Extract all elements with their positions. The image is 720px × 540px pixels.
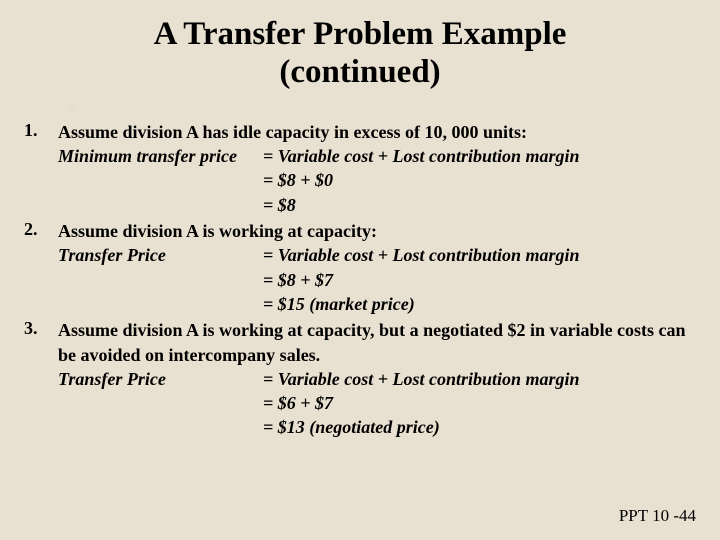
equation-label: Transfer Price — [58, 367, 263, 391]
title-line-1: A Transfer Problem Example — [154, 16, 567, 52]
equation-value: = $8 — [263, 193, 696, 217]
slide-title: A Transfer Problem Example (continued) — [24, 16, 696, 92]
list-item: 1. Assume division A has idle capacity i… — [24, 120, 696, 217]
equation-label — [58, 391, 263, 415]
equation-value: = Variable cost + Lost contribution marg… — [263, 144, 696, 168]
item-body: Assume division A is working at capacity… — [58, 318, 696, 439]
title-line-2: (continued) — [279, 54, 440, 90]
equation-value: = $6 + $7 — [263, 391, 696, 415]
equation-value: = Variable cost + Lost contribution marg… — [263, 367, 696, 391]
equation-line: = $8 + $0 — [58, 168, 696, 192]
equation-line: = $6 + $7 — [58, 391, 696, 415]
list-item: 2. Assume division A is working at capac… — [24, 219, 696, 316]
equation-label: Transfer Price — [58, 243, 263, 267]
equation-line: = $13 (negotiated price) — [58, 415, 696, 439]
item-number: 1. — [24, 120, 58, 217]
item-number: 2. — [24, 219, 58, 316]
item-body: Assume division A has idle capacity in e… — [58, 120, 696, 217]
item-number: 3. — [24, 318, 58, 439]
equation-label — [58, 292, 263, 316]
equation-value: = $8 + $0 — [263, 168, 696, 192]
equation-value: = $15 (market price) — [263, 292, 696, 316]
equation-label — [58, 168, 263, 192]
equation-label — [58, 268, 263, 292]
list-item: 3. Assume division A is working at capac… — [24, 318, 696, 439]
item-assumption: Assume division A is working at capacity… — [58, 318, 696, 367]
item-assumption: Assume division A is working at capacity… — [58, 219, 696, 243]
equation-label — [58, 193, 263, 217]
equation-line: Minimum transfer price = Variable cost +… — [58, 144, 696, 168]
equation-line: Transfer Price = Variable cost + Lost co… — [58, 243, 696, 267]
item-assumption: Assume division A has idle capacity in e… — [58, 120, 696, 144]
equation-label — [58, 415, 263, 439]
equation-line: = $15 (market price) — [58, 292, 696, 316]
equation-line: = $8 + $7 — [58, 268, 696, 292]
equation-value: = Variable cost + Lost contribution marg… — [263, 243, 696, 267]
equation-label: Minimum transfer price — [58, 144, 263, 168]
equation-line: = $8 — [58, 193, 696, 217]
slide: A Transfer Problem Example (continued) 1… — [0, 0, 720, 540]
slide-footer: PPT 10 -44 — [619, 506, 696, 526]
item-body: Assume division A is working at capacity… — [58, 219, 696, 316]
equation-value: = $8 + $7 — [263, 268, 696, 292]
equation-line: Transfer Price = Variable cost + Lost co… — [58, 367, 696, 391]
equation-value: = $13 (negotiated price) — [263, 415, 696, 439]
